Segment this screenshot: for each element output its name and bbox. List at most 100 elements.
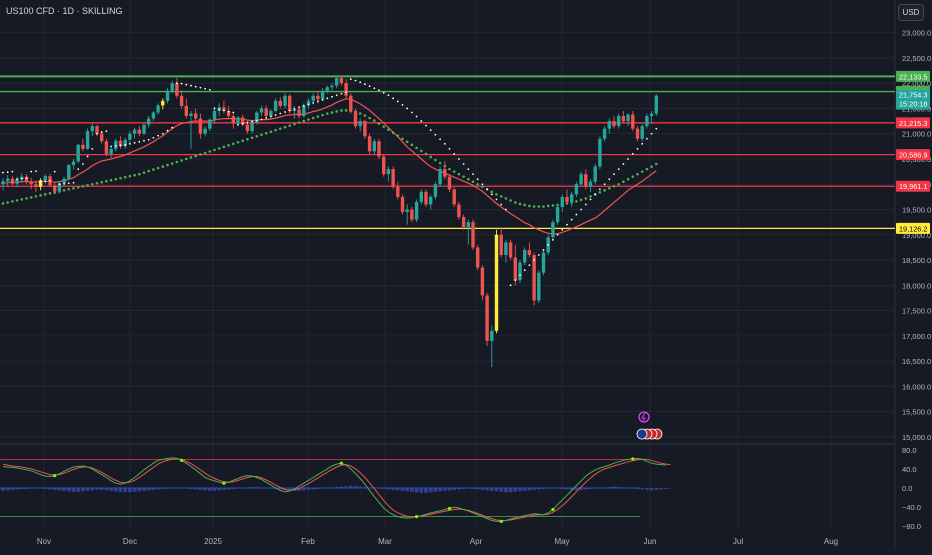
- candle-body: [400, 196, 405, 213]
- price-tick-label: 21,000.0: [902, 130, 931, 139]
- oscillator-pane: [0, 457, 673, 524]
- candle-body: [231, 116, 235, 124]
- histogram-bar: [626, 488, 630, 489]
- psar-dot: [77, 168, 80, 170]
- lightning-icon[interactable]: [638, 411, 650, 423]
- psar-dot: [321, 98, 324, 101]
- psar-dot: [631, 153, 634, 155]
- time-axis[interactable]: Nov Dec 2025 Feb Mar Apr May Jun Jul Aug: [37, 537, 838, 546]
- histogram-bar: [226, 488, 231, 490]
- sma-dot: [307, 118, 310, 121]
- candle-body: [53, 185, 57, 192]
- candle-body: [1, 181, 5, 185]
- sma-dot: [105, 179, 108, 183]
- candle-body: [151, 112, 156, 119]
- candle-body: [363, 121, 367, 137]
- psar-dot: [265, 117, 268, 119]
- lightning-glyph: [641, 412, 646, 422]
- sma-dot: [288, 124, 292, 127]
- sma-dot: [241, 139, 244, 143]
- sma-dot: [119, 176, 122, 180]
- psar-dot: [152, 136, 155, 139]
- candle-body: [612, 121, 616, 127]
- candle-body: [34, 184, 38, 187]
- level-price-tag: [896, 70, 930, 82]
- candle-body: [598, 138, 602, 167]
- psar-dot: [208, 88, 211, 91]
- histogram-bar: [419, 488, 424, 493]
- psar-dot: [533, 259, 535, 261]
- sma-dot: [363, 114, 367, 117]
- histogram-bar: [297, 488, 301, 491]
- psar-dot: [584, 203, 587, 206]
- horizontal-levels[interactable]: [0, 75, 895, 230]
- countdown-label: 15:20:18: [899, 100, 927, 109]
- candle-body: [43, 176, 47, 181]
- psar-dot: [331, 95, 333, 98]
- sma-dot: [100, 180, 103, 184]
- sma-dot: [589, 195, 592, 198]
- histogram-bar: [76, 488, 80, 492]
- event-markers[interactable]: [636, 411, 663, 440]
- histogram-bar: [81, 488, 85, 492]
- sma-dot: [227, 144, 230, 147]
- psar-dot: [312, 101, 315, 104]
- sma-dot: [476, 182, 480, 186]
- candle-body: [471, 222, 475, 248]
- histogram-bar: [494, 488, 499, 492]
- psar-dot: [25, 177, 28, 180]
- psar-dot: [340, 92, 343, 95]
- sma-dot: [523, 203, 526, 207]
- sma-dot: [608, 186, 611, 190]
- psar-dots: [2, 78, 658, 287]
- candle-body: [292, 109, 297, 111]
- histogram-bar: [353, 486, 358, 488]
- histogram-bar: [264, 488, 268, 489]
- psar-dot: [500, 203, 503, 206]
- psar-dot: [542, 249, 545, 251]
- psar-dot: [6, 171, 9, 174]
- candle-body: [320, 90, 325, 100]
- histogram-bar: [607, 487, 612, 488]
- candle-body: [391, 169, 395, 187]
- crossover-dot: [551, 507, 555, 512]
- candle-body: [170, 83, 174, 91]
- histogram-bar: [499, 488, 503, 492]
- currency-button[interactable]: USD: [898, 4, 924, 21]
- sma-dot: [401, 137, 404, 141]
- candle-body: [339, 78, 344, 84]
- sma-dot: [250, 136, 254, 140]
- candle-body: [104, 141, 109, 154]
- histogram-bar: [57, 488, 62, 491]
- sma-dot: [514, 201, 517, 204]
- candle-body: [349, 95, 353, 111]
- psar-dot: [288, 109, 291, 112]
- sma-dot: [377, 122, 381, 125]
- crossover-dot: [499, 519, 503, 524]
- histogram-bar: [165, 488, 170, 489]
- candle-body: [278, 100, 282, 106]
- us-flag-icon[interactable]: [636, 428, 648, 440]
- psar-dot: [349, 78, 352, 81]
- candle-body: [485, 295, 489, 341]
- level-price-tag: [896, 180, 930, 192]
- psar-dot: [227, 110, 230, 113]
- sma-dot: [109, 178, 113, 182]
- candle-body: [316, 95, 320, 100]
- sma-dot: [6, 201, 9, 204]
- psar-dot: [49, 179, 51, 182]
- candle-body: [527, 249, 532, 256]
- crossover-dot: [631, 457, 635, 461]
- histogram-bar: [579, 488, 583, 490]
- histogram-bar: [118, 488, 123, 492]
- sma-dot: [532, 205, 536, 208]
- sma-dot: [72, 186, 75, 190]
- price-tick-label: 16,000.0: [902, 382, 931, 391]
- level-price-tag: [896, 222, 930, 234]
- psar-dot: [138, 140, 141, 143]
- candle-body: [156, 105, 160, 113]
- psar-dot: [204, 87, 207, 90]
- price-tick-label: 19,500.0: [902, 206, 931, 215]
